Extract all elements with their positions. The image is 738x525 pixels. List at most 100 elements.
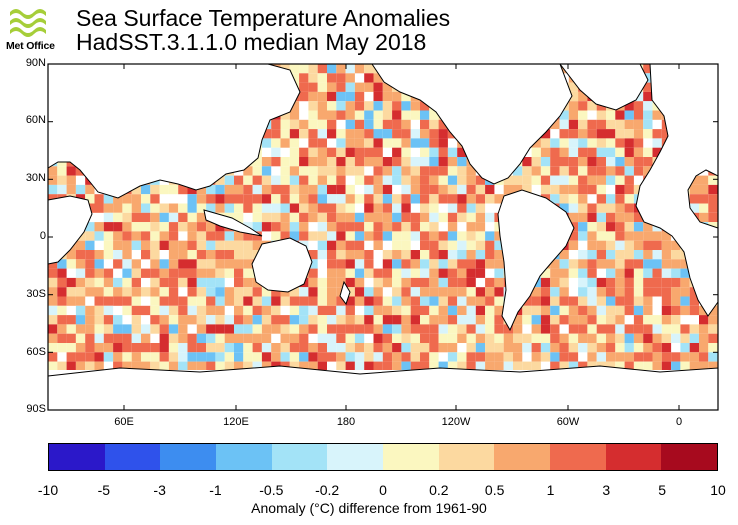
anomaly-cell bbox=[113, 333, 123, 343]
anomaly-cell bbox=[57, 296, 67, 306]
anomaly-cell bbox=[327, 119, 337, 130]
anomaly-cell bbox=[364, 73, 374, 83]
anomaly-cell bbox=[689, 333, 699, 343]
anomaly-cell bbox=[327, 222, 337, 232]
anomaly-cell bbox=[420, 101, 430, 111]
anomaly-cell bbox=[494, 250, 504, 260]
anomaly-cell bbox=[75, 250, 86, 260]
anomaly-cell bbox=[420, 110, 430, 120]
anomaly-cell bbox=[178, 250, 188, 260]
anomaly-cell bbox=[187, 333, 197, 343]
anomaly-cell bbox=[392, 333, 402, 343]
anomaly-cell bbox=[513, 361, 523, 370]
anomaly-cell bbox=[141, 361, 151, 370]
anomaly-cell bbox=[606, 277, 616, 288]
anomaly-cell bbox=[243, 315, 253, 325]
anomaly-cell bbox=[317, 82, 327, 92]
anomaly-cell bbox=[447, 250, 458, 260]
anomaly-cell bbox=[308, 287, 318, 297]
anomaly-cell bbox=[420, 287, 430, 297]
anomaly-cell bbox=[150, 268, 160, 278]
anomaly-cell bbox=[382, 119, 393, 130]
anomaly-cell bbox=[401, 184, 411, 195]
anomaly-cell bbox=[234, 240, 244, 250]
anomaly-cell bbox=[187, 184, 197, 195]
anomaly-cell bbox=[503, 333, 513, 343]
anomaly-cell bbox=[131, 305, 141, 316]
anomaly-cell bbox=[652, 333, 662, 343]
anomaly-cell bbox=[75, 361, 86, 370]
anomaly-cell bbox=[131, 203, 141, 213]
anomaly-cell bbox=[550, 296, 560, 306]
anomaly-cell bbox=[699, 352, 709, 362]
anomaly-cell bbox=[540, 333, 551, 343]
anomaly-cell bbox=[327, 231, 337, 241]
anomaly-cell bbox=[568, 119, 579, 130]
anomaly-cell bbox=[308, 212, 318, 223]
anomaly-cell bbox=[168, 324, 179, 334]
anomaly-cell bbox=[327, 296, 337, 306]
anomaly-cell bbox=[150, 277, 160, 288]
anomaly-cell bbox=[643, 73, 653, 83]
anomaly-cell bbox=[85, 184, 95, 195]
anomaly-cell bbox=[420, 268, 430, 278]
anomaly-cell bbox=[671, 333, 681, 343]
anomaly-cell bbox=[382, 231, 393, 241]
anomaly-cell bbox=[261, 166, 272, 176]
anomaly-cell bbox=[289, 184, 300, 195]
anomaly-cell bbox=[336, 203, 346, 213]
anomaly-cell bbox=[606, 333, 616, 343]
anomaly-cell bbox=[206, 240, 216, 250]
anomaly-cell bbox=[633, 222, 644, 232]
anomaly-cell bbox=[382, 101, 393, 111]
anomaly-cell bbox=[447, 352, 458, 362]
anomaly-cell bbox=[261, 296, 272, 306]
anomaly-cell bbox=[475, 361, 486, 370]
anomaly-cell bbox=[382, 324, 393, 334]
anomaly-cell bbox=[559, 315, 569, 325]
anomaly-cell bbox=[150, 259, 160, 269]
anomaly-cell bbox=[354, 268, 365, 278]
anomaly-cell bbox=[661, 231, 672, 241]
anomaly-cell bbox=[103, 315, 114, 325]
anomaly-cell bbox=[261, 333, 272, 343]
anomaly-cell bbox=[708, 333, 718, 343]
anomaly-cell bbox=[317, 184, 327, 195]
anomaly-cell bbox=[615, 110, 625, 120]
anomaly-cell bbox=[299, 333, 309, 343]
anomaly-cell bbox=[420, 147, 430, 157]
anomaly-cell bbox=[224, 287, 234, 297]
anomaly-cell bbox=[150, 212, 160, 223]
anomaly-cell bbox=[141, 250, 151, 260]
anomaly-cell bbox=[280, 119, 290, 130]
anomaly-cell bbox=[289, 73, 300, 83]
anomaly-cell bbox=[420, 231, 430, 241]
anomaly-cell bbox=[261, 305, 272, 316]
anomaly-cell bbox=[327, 64, 337, 74]
anomaly-cell bbox=[243, 352, 253, 362]
anomaly-cell bbox=[494, 343, 504, 353]
anomaly-cell bbox=[94, 250, 104, 260]
anomaly-cell bbox=[410, 305, 420, 316]
anomaly-cell bbox=[336, 101, 346, 111]
anomaly-cell bbox=[289, 352, 300, 362]
anomaly-cell bbox=[447, 259, 458, 269]
anomaly-cell bbox=[587, 212, 597, 223]
anomaly-cell bbox=[75, 343, 86, 353]
anomaly-cell bbox=[66, 315, 76, 325]
anomaly-cell bbox=[336, 324, 346, 334]
anomaly-cell bbox=[457, 277, 467, 288]
anomaly-cell bbox=[457, 212, 467, 223]
anomaly-cell bbox=[271, 287, 281, 297]
anomaly-cell bbox=[420, 119, 430, 130]
anomaly-cell bbox=[187, 231, 197, 241]
anomaly-cell bbox=[401, 259, 411, 269]
anomaly-cell bbox=[429, 315, 439, 325]
anomaly-cell bbox=[503, 184, 513, 195]
anomaly-cell bbox=[587, 287, 597, 297]
anomaly-cell bbox=[438, 240, 448, 250]
anomaly-cell bbox=[354, 231, 365, 241]
anomaly-cell bbox=[122, 352, 132, 362]
anomaly-cell bbox=[392, 268, 402, 278]
anomaly-cell bbox=[652, 138, 662, 148]
